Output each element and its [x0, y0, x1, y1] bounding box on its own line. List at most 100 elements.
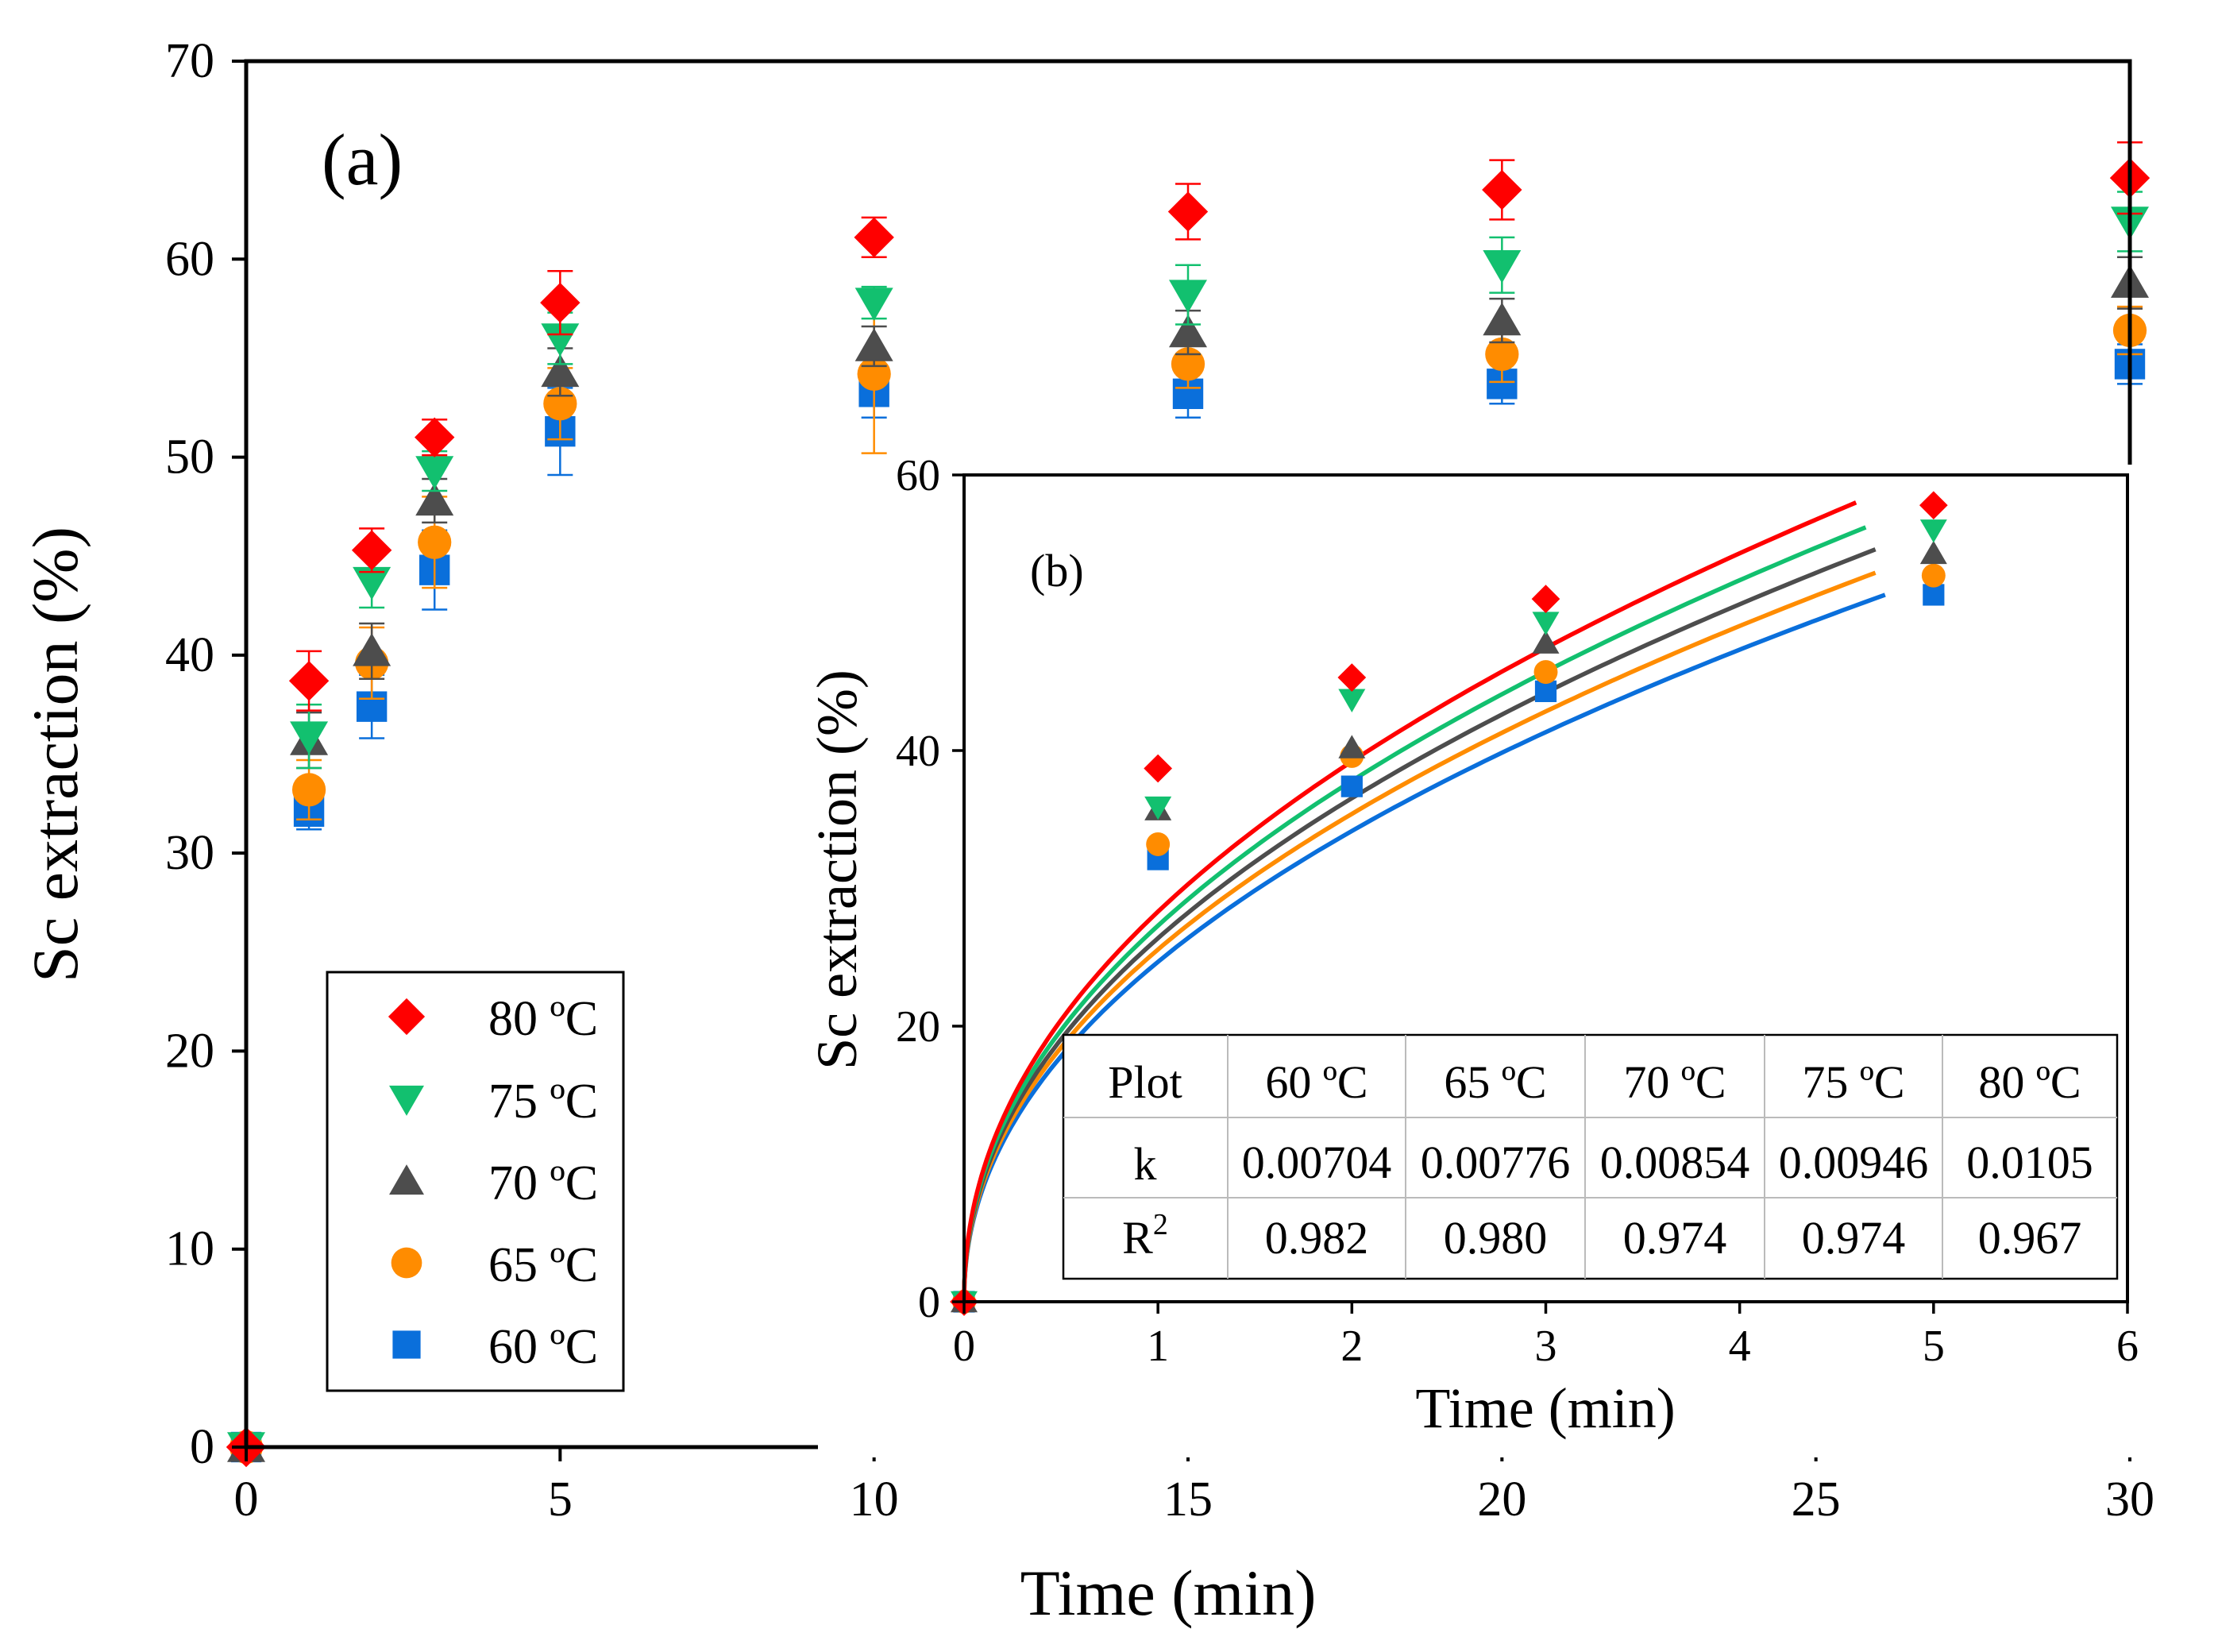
data-point: [540, 282, 581, 323]
inset-data-point: [1921, 563, 1946, 588]
data-point: [1171, 347, 1205, 381]
legend-label-80: 80 ºC: [488, 992, 598, 1046]
inset-x-axis-title: Time (min): [1415, 1376, 1675, 1440]
table-row-label-r2: R2: [1122, 1208, 1168, 1264]
inset-data-point: [1340, 775, 1363, 797]
table-cell-k: 0.00854: [1600, 1137, 1750, 1188]
table-header-cell: Plot: [1108, 1056, 1182, 1108]
data-point: [290, 721, 329, 755]
y-tick-label: 70: [165, 34, 214, 88]
x-tick-label: 30: [2105, 1473, 2154, 1527]
inset-data-point: [1923, 584, 1945, 606]
table-cell-r2: 0.974: [1802, 1212, 1906, 1264]
inset-data-point: [1531, 585, 1560, 613]
data-point: [353, 566, 392, 600]
inset-data-point: [1532, 612, 1560, 635]
series-80C: [226, 141, 2150, 1468]
inset-data-point: [1338, 689, 1366, 712]
inset-data-point: [1919, 540, 1947, 565]
inset-data-point: [1144, 754, 1173, 783]
y-tick-label: 0: [190, 1420, 214, 1474]
x-tick-label: 15: [1163, 1473, 1213, 1527]
kinetics-table: Plot 60 ºC 65 ºC 70 ºC 75 ºC 80 ºC k 0.0…: [1062, 1033, 2119, 1280]
x-tick-label: 0: [234, 1473, 259, 1527]
legend-marker: [388, 998, 426, 1036]
fit-curve: [962, 500, 1857, 1303]
y-tick-label: 60: [165, 232, 214, 286]
table-header-cell: 65 ºC: [1444, 1056, 1546, 1108]
table-cell-k: 0.00946: [1779, 1137, 1929, 1188]
inset-data-point: [1534, 680, 1557, 702]
inset-y-tick-label: 40: [896, 727, 940, 776]
data-point: [415, 456, 454, 489]
data-point: [353, 633, 392, 666]
data-point: [418, 525, 452, 559]
inset-data-point: [1533, 660, 1558, 685]
legend-marker: [391, 1247, 422, 1279]
inset-data-point: [1337, 663, 1367, 692]
data-point: [1167, 191, 1209, 232]
data-point: [1482, 169, 1522, 210]
data-point: [854, 288, 893, 321]
inset-x-tick-label: 4: [1729, 1322, 1751, 1371]
inset-x-tick-label: 5: [1923, 1322, 1945, 1371]
table-header-cell: 75 ºC: [1802, 1056, 1904, 1108]
table-cell-r2: 0.974: [1623, 1212, 1727, 1264]
inset-panel-tag: (b): [1030, 545, 1084, 596]
main-data-layer: [226, 141, 2150, 1468]
y-tick-label: 50: [165, 430, 214, 484]
inset-data-point: [1338, 735, 1366, 758]
y-tick-label: 30: [165, 826, 214, 880]
inset-data-point: [1919, 519, 1947, 543]
data-point: [1169, 314, 1207, 348]
main-panel-tag: (a): [322, 119, 403, 200]
inset-data-point: [1146, 832, 1171, 856]
data-point: [854, 328, 893, 361]
table-cell-k: 0.0105: [1966, 1137, 2093, 1188]
inset-x-tick-label: 1: [1147, 1322, 1169, 1371]
legend-frame: [326, 971, 625, 1392]
data-point: [288, 661, 330, 701]
data-point: [854, 217, 894, 258]
inset-data-point: [1532, 630, 1560, 654]
table-grid: [1063, 1035, 2117, 1279]
table-cell-r2: 0.982: [1265, 1212, 1369, 1264]
table-header-cell: 60 ºC: [1265, 1056, 1367, 1108]
data-point: [541, 323, 580, 357]
inset-y-tick-label: 60: [896, 451, 940, 500]
y-tick-label: 20: [165, 1024, 214, 1078]
main-y-axis-title: Sc extraction (%): [19, 527, 91, 982]
inset-x-tick-label: 0: [953, 1322, 975, 1371]
data-point: [1169, 280, 1207, 313]
inset-y-axis-title: Sc extraction (%): [805, 670, 869, 1070]
fit-curve: [962, 525, 1867, 1303]
inset-data-point: [1919, 491, 1948, 520]
x-tick-label: 5: [548, 1473, 573, 1527]
legend-label-75: 75 ºC: [488, 1075, 598, 1129]
data-point: [1483, 250, 1522, 284]
data-point: [351, 530, 392, 570]
data-point: [415, 417, 455, 457]
inset-background: [818, 465, 2136, 1457]
y-tick-label: 10: [165, 1222, 214, 1276]
inset-data-layer: [950, 491, 1948, 1316]
table-header-cell: 70 ºC: [1623, 1056, 1726, 1108]
legend-marker: [389, 1085, 424, 1116]
table-cell-k: 0.00704: [1242, 1137, 1392, 1188]
inset-x-tick-label: 6: [2116, 1322, 2139, 1371]
legend-label-60: 60 ºC: [488, 1320, 598, 1374]
data-point: [541, 353, 580, 388]
inset-data-point: [1144, 796, 1172, 820]
fit-curve: [962, 570, 1877, 1303]
data-point: [415, 482, 454, 516]
r2-superscript: 2: [1153, 1208, 1168, 1241]
legend-label-70: 70 ºC: [488, 1156, 598, 1210]
table-header-cell: 80 ºC: [1978, 1056, 2081, 1108]
data-point: [1485, 337, 1519, 372]
fit-curve: [962, 547, 1877, 1303]
fit-curve: [962, 592, 1886, 1303]
